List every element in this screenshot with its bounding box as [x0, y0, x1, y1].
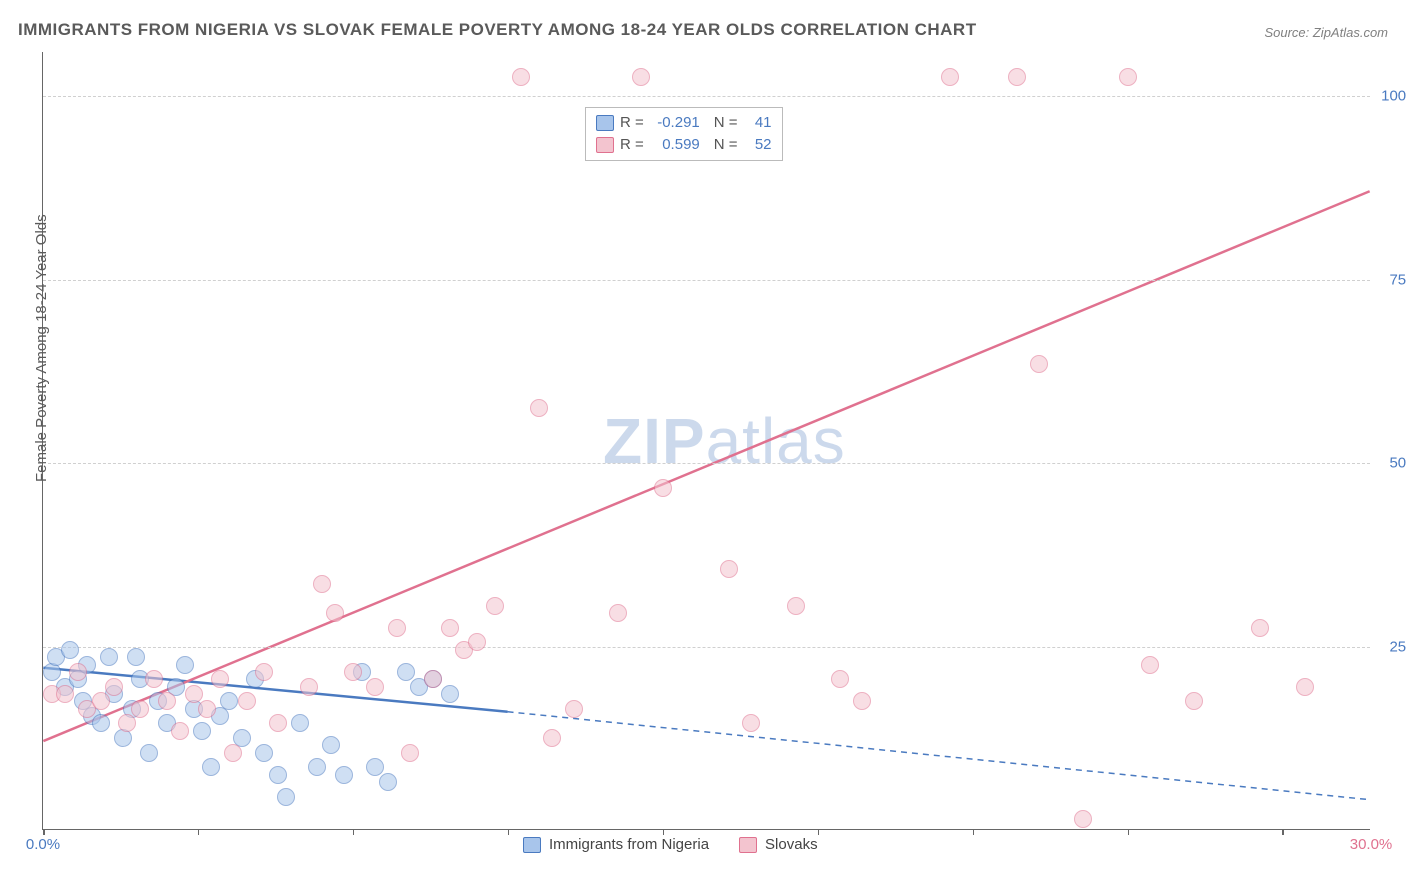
x-tick-mark: [973, 829, 975, 835]
data-point: [211, 670, 229, 688]
y-tick-label: 100.0%: [1381, 88, 1406, 105]
gridline: [43, 280, 1370, 281]
data-point: [313, 575, 331, 593]
data-point: [388, 619, 406, 637]
data-point: [185, 685, 203, 703]
data-point: [366, 678, 384, 696]
data-point: [1119, 68, 1137, 86]
data-point: [171, 722, 189, 740]
data-point: [176, 656, 194, 674]
source-attribution: Source: ZipAtlas.com: [1264, 25, 1388, 40]
data-point: [202, 758, 220, 776]
data-point: [486, 597, 504, 615]
x-tick-mark: [198, 829, 200, 835]
data-point: [1141, 656, 1159, 674]
data-point: [654, 479, 672, 497]
data-point: [300, 678, 318, 696]
data-point: [941, 68, 959, 86]
data-point: [220, 692, 238, 710]
data-point: [831, 670, 849, 688]
x-tick-mark: [1128, 829, 1130, 835]
gridline: [43, 647, 1370, 648]
data-point: [326, 604, 344, 622]
data-point: [530, 399, 548, 417]
data-point: [441, 619, 459, 637]
data-point: [198, 700, 216, 718]
data-point: [401, 744, 419, 762]
data-point: [1185, 692, 1203, 710]
data-point: [277, 788, 295, 806]
x-tick-mark: [818, 829, 820, 835]
gridline: [43, 96, 1370, 97]
data-point: [69, 663, 87, 681]
series-legend: Immigrants from NigeriaSlovaks: [523, 836, 818, 853]
data-point: [441, 685, 459, 703]
y-tick-label: 50.0%: [1389, 455, 1406, 472]
x-tick-mark: [508, 829, 510, 835]
data-point: [335, 766, 353, 784]
x-tick-mark: [663, 829, 665, 835]
data-point: [291, 714, 309, 732]
data-point: [92, 692, 110, 710]
data-point: [255, 663, 273, 681]
data-point: [720, 560, 738, 578]
data-point: [344, 663, 362, 681]
data-point: [565, 700, 583, 718]
data-point: [424, 670, 442, 688]
data-point: [853, 692, 871, 710]
data-point: [1074, 810, 1092, 828]
data-point: [255, 744, 273, 762]
x-tick-mark: [353, 829, 355, 835]
trend-lines-layer: [43, 52, 1370, 829]
correlation-legend: R =-0.291N =41R =0.599N =52: [585, 107, 783, 161]
data-point: [61, 641, 79, 659]
data-point: [158, 692, 176, 710]
data-point: [1296, 678, 1314, 696]
x-tick-label: 30.0%: [1350, 836, 1393, 853]
gridline: [43, 463, 1370, 464]
data-point: [224, 744, 242, 762]
data-point: [118, 714, 136, 732]
data-point: [269, 766, 287, 784]
data-point: [269, 714, 287, 732]
data-point: [56, 685, 74, 703]
data-point: [308, 758, 326, 776]
data-point: [238, 692, 256, 710]
data-point: [100, 648, 118, 666]
x-tick-mark: [1282, 829, 1284, 835]
data-point: [543, 729, 561, 747]
data-point: [787, 597, 805, 615]
plot-area: Female Poverty Among 18-24 Year Olds ZIP…: [42, 52, 1370, 830]
data-point: [512, 68, 530, 86]
data-point: [127, 648, 145, 666]
data-point: [397, 663, 415, 681]
data-point: [322, 736, 340, 754]
data-point: [468, 633, 486, 651]
data-point: [145, 670, 163, 688]
data-point: [1008, 68, 1026, 86]
data-point: [379, 773, 397, 791]
y-tick-label: 75.0%: [1389, 271, 1406, 288]
y-tick-label: 25.0%: [1389, 638, 1406, 655]
data-point: [92, 714, 110, 732]
x-tick-mark: [43, 829, 45, 835]
data-point: [105, 678, 123, 696]
chart-title: IMMIGRANTS FROM NIGERIA VS SLOVAK FEMALE…: [18, 20, 977, 40]
data-point: [193, 722, 211, 740]
data-point: [1251, 619, 1269, 637]
data-point: [131, 700, 149, 718]
data-point: [366, 758, 384, 776]
x-tick-label: 0.0%: [26, 836, 60, 853]
data-point: [742, 714, 760, 732]
data-point: [140, 744, 158, 762]
data-point: [609, 604, 627, 622]
data-point: [632, 68, 650, 86]
data-point: [1030, 355, 1048, 373]
